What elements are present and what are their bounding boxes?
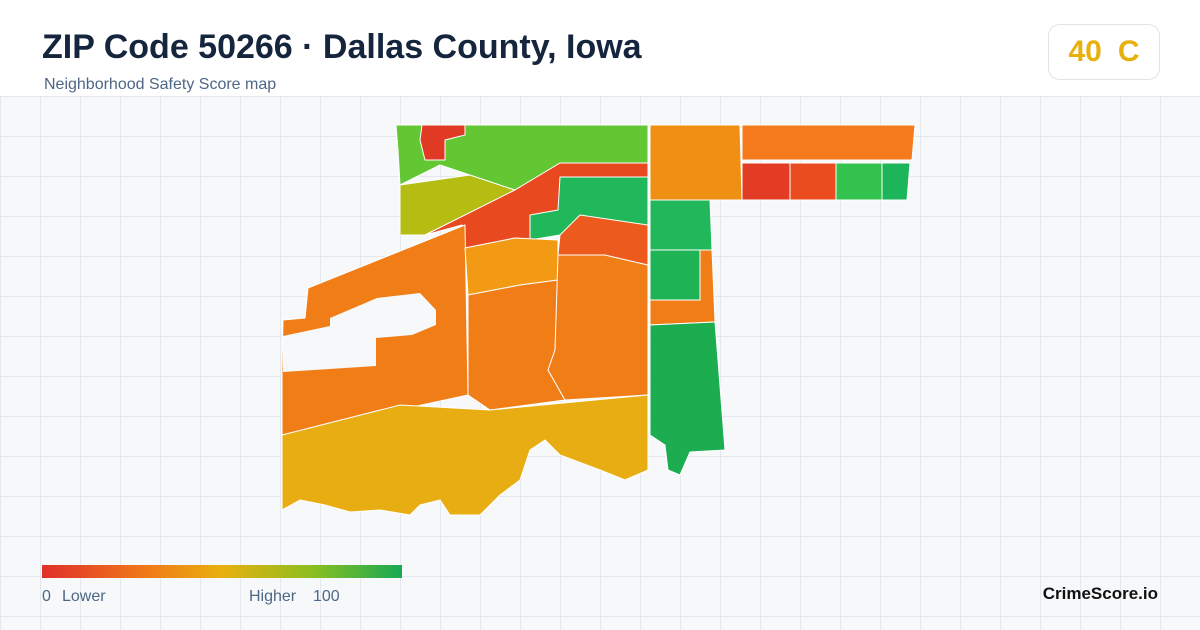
region: [741, 162, 791, 201]
region: [789, 162, 837, 201]
region: [649, 199, 713, 251]
region: [547, 254, 649, 401]
region: [649, 249, 701, 301]
score-grade: C: [1117, 35, 1140, 68]
score-badge: 40 C: [1048, 24, 1160, 80]
region: [881, 162, 911, 201]
region: [649, 124, 743, 201]
legend-gradient: [42, 565, 402, 578]
header: ZIP Code 50266 · Dallas County, Iowa Nei…: [0, 0, 1200, 96]
legend-min-label: Lower: [62, 588, 106, 605]
region: [281, 394, 649, 516]
legend-max-label: Higher: [249, 588, 297, 605]
region-hole: [283, 293, 436, 372]
legend-max: 100: [313, 588, 340, 605]
score-value: 40: [1068, 35, 1102, 68]
region: [395, 124, 649, 191]
subtitle: Neighborhood Safety Score map: [44, 76, 277, 93]
region: [741, 124, 916, 161]
region: [467, 279, 566, 411]
region: [419, 124, 466, 161]
legend-min: 0: [42, 588, 51, 605]
region: [557, 214, 649, 266]
title: ZIP Code 50266 · Dallas County, Iowa: [42, 28, 642, 66]
region: [649, 321, 726, 476]
region: [835, 162, 883, 201]
brand: CrimeScore.io: [1042, 584, 1158, 603]
